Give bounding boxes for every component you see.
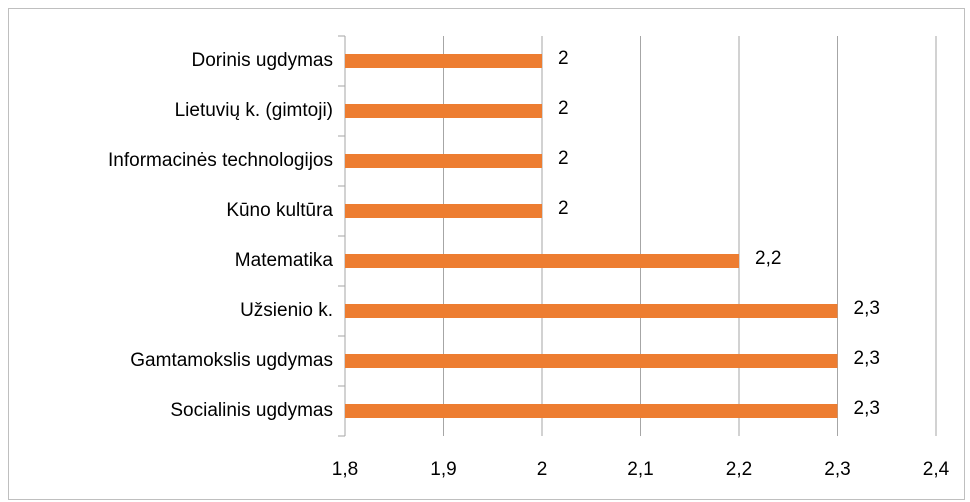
x-tick-label: 1,8 xyxy=(332,459,358,480)
data-label: 2 xyxy=(558,198,569,219)
data-label: 2,3 xyxy=(854,298,880,319)
y-tick-label: Kūno kultūra xyxy=(226,200,333,221)
y-tick-label: Informacinės technologijos xyxy=(108,150,333,171)
data-label: 2,2 xyxy=(755,248,781,269)
x-tick-label: 2,4 xyxy=(923,459,950,480)
x-tick-label: 1,9 xyxy=(430,459,456,480)
y-tick-label: Gamtamokslis ugdymas xyxy=(130,350,333,371)
bar xyxy=(345,304,838,318)
x-tick-label: 2,2 xyxy=(726,459,752,480)
y-tick-label: Socialinis ugdymas xyxy=(170,400,333,421)
bar xyxy=(345,154,542,168)
x-tick-label: 2,3 xyxy=(824,459,850,480)
data-label: 2 xyxy=(558,48,569,69)
data-label: 2 xyxy=(558,148,569,169)
y-tick-label: Dorinis ugdymas xyxy=(192,50,334,71)
y-tick-label: Lietuvių k. (gimtoji) xyxy=(175,100,333,121)
data-label: 2,3 xyxy=(854,348,880,369)
x-tick-label: 2,1 xyxy=(627,459,653,480)
bar xyxy=(345,404,838,418)
y-tick-label: Užsienio k. xyxy=(240,300,333,321)
y-tick-label: Matematika xyxy=(235,250,334,271)
bar xyxy=(345,354,838,368)
bar xyxy=(345,204,542,218)
bar xyxy=(345,254,739,268)
x-tick-label: 2 xyxy=(537,459,548,480)
bar xyxy=(345,54,542,68)
data-label: 2 xyxy=(558,98,569,119)
bar xyxy=(345,104,542,118)
data-label: 2,3 xyxy=(854,398,880,419)
